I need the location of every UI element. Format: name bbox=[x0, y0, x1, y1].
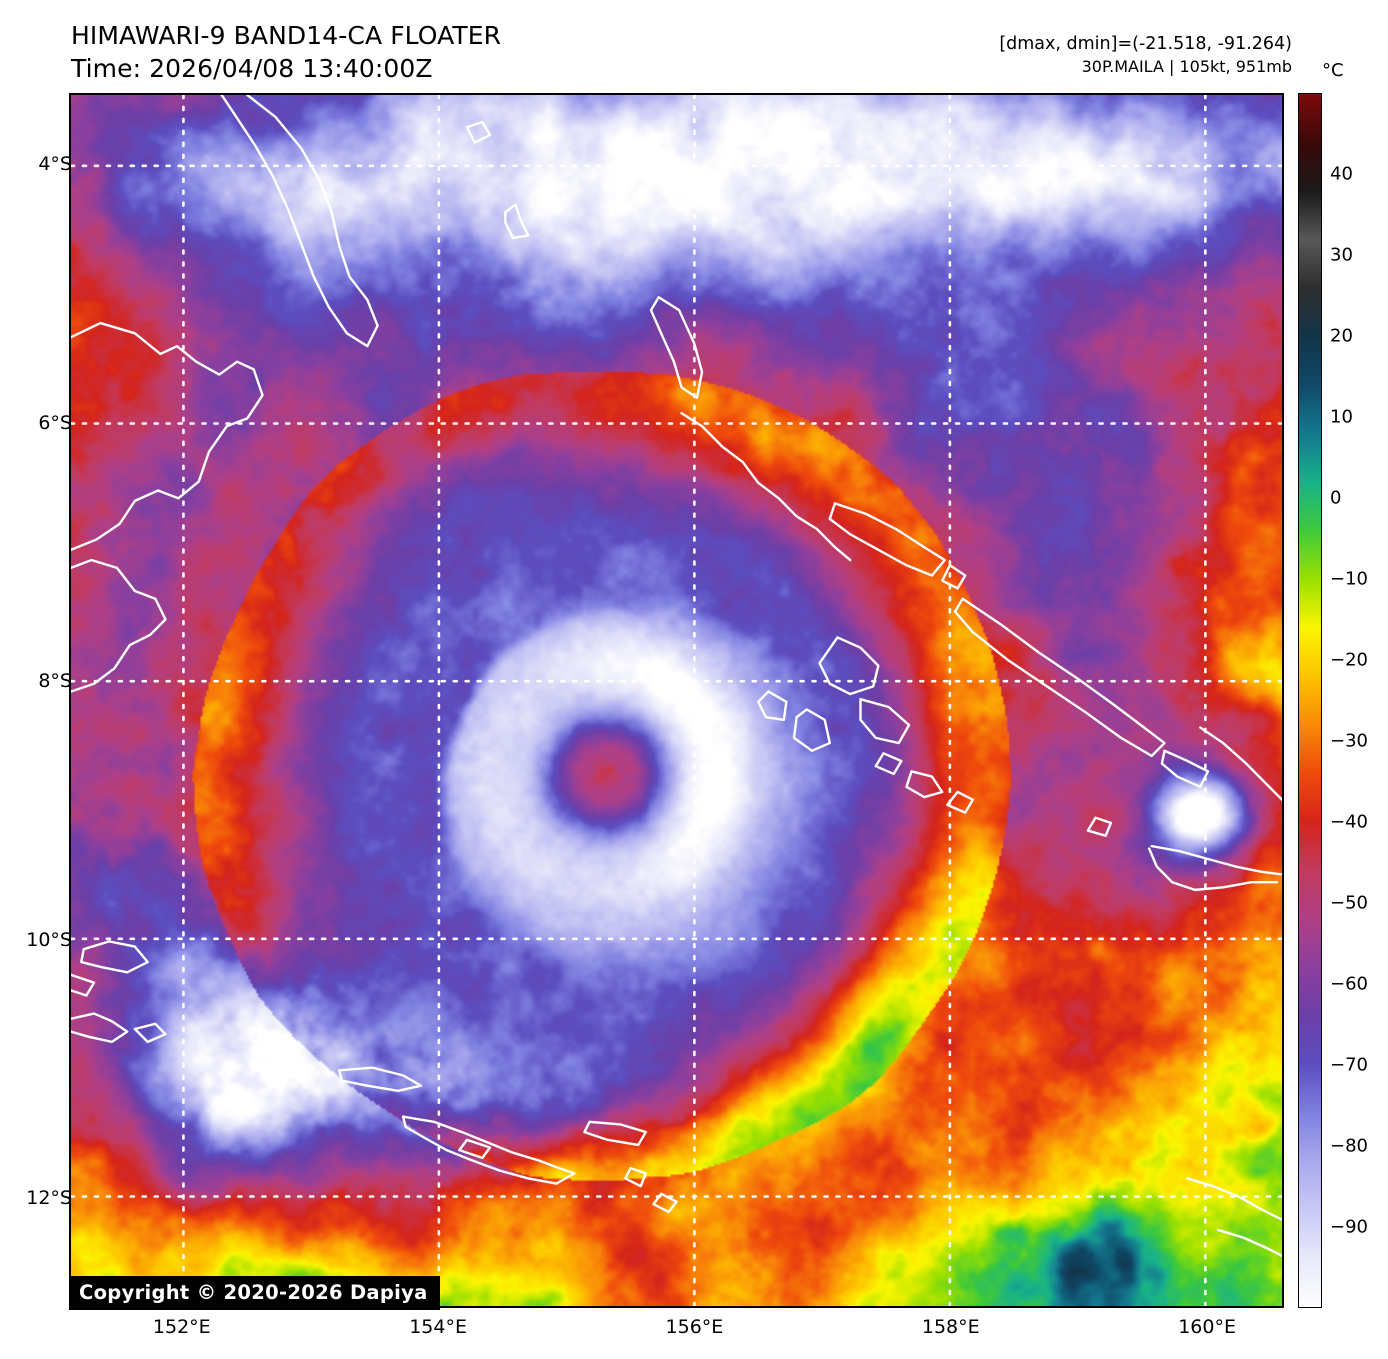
coastline bbox=[71, 558, 167, 693]
coastline bbox=[859, 698, 911, 745]
x-axis-tick-label: 152°E bbox=[152, 1316, 211, 1338]
coastline bbox=[220, 95, 379, 348]
coastline bbox=[71, 1012, 129, 1044]
colorbar-tick-label: −70 bbox=[1330, 1054, 1368, 1076]
y-axis-tick-label: 6°S bbox=[38, 411, 72, 434]
x-axis-tick-label: 158°E bbox=[921, 1316, 980, 1338]
colorbar-tick-label: 40 bbox=[1330, 163, 1353, 185]
colorbar-tick-label: −40 bbox=[1330, 811, 1368, 833]
colorbar-tick-label: 10 bbox=[1330, 406, 1353, 428]
y-axis-tick-label: 4°S bbox=[38, 153, 72, 176]
coastline bbox=[1186, 1177, 1282, 1221]
coastline bbox=[401, 1115, 576, 1185]
colorbar-tick-label: −90 bbox=[1330, 1216, 1368, 1238]
coastline bbox=[458, 1138, 492, 1160]
coastline bbox=[757, 690, 788, 722]
page-title: HIMAWARI-9 BAND14-CA FLOATER Time: 2026/… bbox=[71, 20, 501, 85]
coastline bbox=[652, 1192, 678, 1214]
coastline bbox=[1147, 847, 1279, 892]
coastline bbox=[649, 296, 704, 399]
colorbar-tick-label: −30 bbox=[1330, 730, 1368, 752]
coastline bbox=[818, 636, 880, 696]
infrared-imagery-layer bbox=[71, 95, 1282, 1306]
coastline-and-grid-overlay bbox=[71, 95, 1282, 1306]
coastline bbox=[338, 1066, 423, 1093]
dmax-dmin-readout: [dmax, dmin]=(-21.518, -91.264) bbox=[999, 34, 1292, 54]
coastline bbox=[953, 597, 1166, 758]
colorbar-unit-label: °C bbox=[1322, 60, 1344, 81]
y-axis-tick-label: 8°S bbox=[38, 670, 72, 693]
metadata-block: [dmax, dmin]=(-21.518, -91.264) 30P.MAIL… bbox=[999, 32, 1292, 78]
product-title: HIMAWARI-9 BAND14-CA FLOATER bbox=[71, 21, 502, 50]
coastline bbox=[465, 120, 492, 144]
colorbar-tick-label: 20 bbox=[1330, 325, 1353, 347]
coastline bbox=[680, 412, 852, 562]
coastline bbox=[504, 203, 530, 240]
colorbar-tick-label: −60 bbox=[1330, 973, 1368, 995]
coastline bbox=[624, 1166, 647, 1188]
colorbar-tick-label: −20 bbox=[1330, 649, 1368, 671]
coastline bbox=[1199, 726, 1282, 801]
coastline bbox=[1150, 844, 1282, 876]
coastline bbox=[1160, 749, 1210, 789]
colorbar-tick-label: 30 bbox=[1330, 244, 1353, 266]
coastline bbox=[71, 321, 264, 551]
coastline bbox=[1086, 816, 1113, 837]
coastline bbox=[905, 770, 944, 799]
coastline bbox=[80, 940, 149, 974]
x-axis-tick-label: 160°E bbox=[1178, 1316, 1236, 1338]
colorbar-tick-label: −50 bbox=[1330, 892, 1368, 914]
x-axis-tick-label: 154°E bbox=[409, 1316, 467, 1338]
coastline bbox=[941, 564, 967, 590]
colorbar-tick-label: −10 bbox=[1330, 568, 1368, 590]
coastline bbox=[583, 1120, 647, 1147]
y-axis-tick-label: 10°S bbox=[26, 928, 72, 951]
colorbar bbox=[1298, 93, 1322, 1308]
storm-info-readout: 30P.MAILA | 105kt, 951mb bbox=[1081, 57, 1292, 77]
colorbar-gradient bbox=[1299, 94, 1321, 1307]
y-axis-tick-label: 12°S bbox=[26, 1187, 72, 1210]
coastline bbox=[1216, 1228, 1282, 1257]
x-axis-tick-label: 156°E bbox=[665, 1316, 724, 1338]
coastline bbox=[133, 1022, 167, 1044]
coastline bbox=[874, 752, 903, 776]
observation-time: Time: 2026/04/08 13:40:00Z bbox=[71, 53, 433, 83]
coastline bbox=[828, 502, 946, 577]
satellite-image-plot bbox=[69, 93, 1284, 1308]
coastline bbox=[71, 973, 96, 997]
copyright-badge: Copyright © 2020-2026 Dapiya bbox=[69, 1276, 440, 1310]
colorbar-tick-label: 0 bbox=[1330, 487, 1342, 509]
colorbar-tick-label: −80 bbox=[1330, 1135, 1368, 1157]
coastline bbox=[792, 708, 831, 752]
